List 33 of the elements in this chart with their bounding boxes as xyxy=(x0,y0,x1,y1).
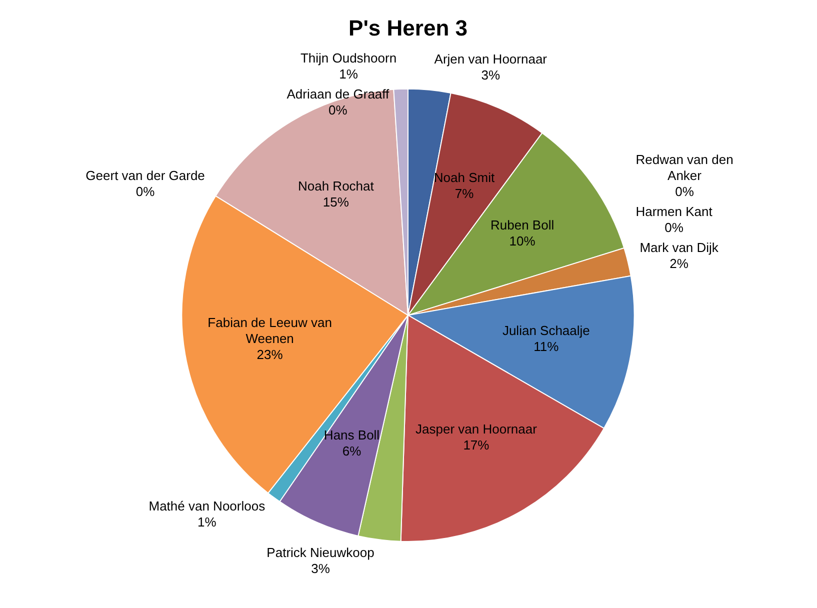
data-label: 3% xyxy=(311,561,330,576)
slice-label: Fabian de Leeuw van Weenen xyxy=(208,315,332,346)
slice-label: Jasper van Hoornaar xyxy=(416,421,538,436)
data-label: 11% xyxy=(534,339,560,354)
slice-label: Thijn Oudshoorn xyxy=(300,50,397,66)
data-label: 10% xyxy=(509,233,536,248)
category-label: Adriaan de Graaff xyxy=(286,86,390,102)
slice-label: Julian Schaalje xyxy=(502,323,590,338)
slice-label: Patrick Nieuwkoop xyxy=(266,545,374,560)
category-label: Redwan van den Anker xyxy=(636,152,734,184)
category-label: Harmen Kant xyxy=(636,204,712,220)
data-label: 1% xyxy=(198,514,217,530)
slice-label: Noah Smit xyxy=(434,170,495,186)
data-label: 2% xyxy=(670,256,689,272)
category-label: Geert van der Garde xyxy=(86,168,205,183)
text: 0% xyxy=(664,220,684,236)
slice-label: Mark van Dijk xyxy=(640,240,719,256)
data-label: 6% xyxy=(342,443,362,458)
slice-label: Arjen van Hoornaar xyxy=(434,52,548,67)
slice-label: Mathé van Noorloos xyxy=(148,498,266,514)
data-label: 17% xyxy=(463,437,490,452)
slice-label: Noah Rochat xyxy=(298,178,374,194)
data-label: 7% xyxy=(454,186,474,202)
data-label: 15% xyxy=(322,194,350,210)
slice-label: Ruben Boll xyxy=(490,217,554,232)
data-label: 1% xyxy=(339,66,358,82)
chart-title: P's Heren 3 xyxy=(348,15,468,40)
slice-label: Hans Boll xyxy=(324,427,380,442)
text: 0% xyxy=(675,184,694,200)
text: 0% xyxy=(328,102,348,118)
data-label: 23% xyxy=(256,347,284,362)
data-label: 3% xyxy=(481,68,500,83)
text: 0% xyxy=(136,184,155,199)
